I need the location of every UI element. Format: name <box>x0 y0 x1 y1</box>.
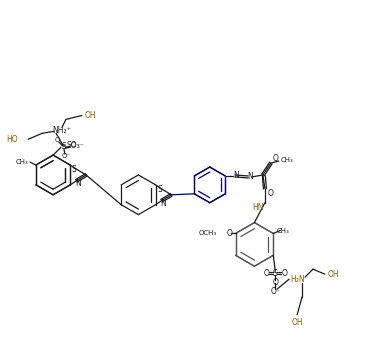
Text: OH: OH <box>328 270 340 279</box>
Text: CH₃: CH₃ <box>280 157 293 163</box>
Text: O: O <box>70 142 76 148</box>
Text: OH: OH <box>85 111 97 120</box>
Text: HO: HO <box>7 135 18 144</box>
Text: HN: HN <box>252 203 264 212</box>
Text: N: N <box>233 171 239 181</box>
Text: N: N <box>75 180 81 188</box>
Text: O: O <box>227 229 232 238</box>
Text: CH₃: CH₃ <box>15 159 28 165</box>
Text: O: O <box>54 137 60 143</box>
Text: O⁻: O⁻ <box>270 287 280 295</box>
Text: O⁻: O⁻ <box>61 153 71 159</box>
Text: CH₃: CH₃ <box>277 227 290 234</box>
Text: S: S <box>273 269 278 278</box>
Text: S: S <box>72 166 76 174</box>
Text: H₂N: H₂N <box>290 275 305 284</box>
Text: NH₂⁺: NH₂⁺ <box>53 126 71 135</box>
Text: N: N <box>247 172 253 182</box>
Text: OH: OH <box>291 318 303 327</box>
Text: N: N <box>161 199 167 208</box>
Text: O: O <box>272 277 278 287</box>
Text: S: S <box>61 142 66 151</box>
Text: S: S <box>157 185 162 194</box>
Text: O: O <box>273 154 279 163</box>
Text: OCH₃: OCH₃ <box>198 231 217 237</box>
Text: O: O <box>281 269 287 278</box>
Text: S: S <box>62 144 66 150</box>
Text: O: O <box>268 189 274 198</box>
Text: O: O <box>264 269 269 278</box>
Text: SO₃⁻: SO₃⁻ <box>66 141 84 150</box>
